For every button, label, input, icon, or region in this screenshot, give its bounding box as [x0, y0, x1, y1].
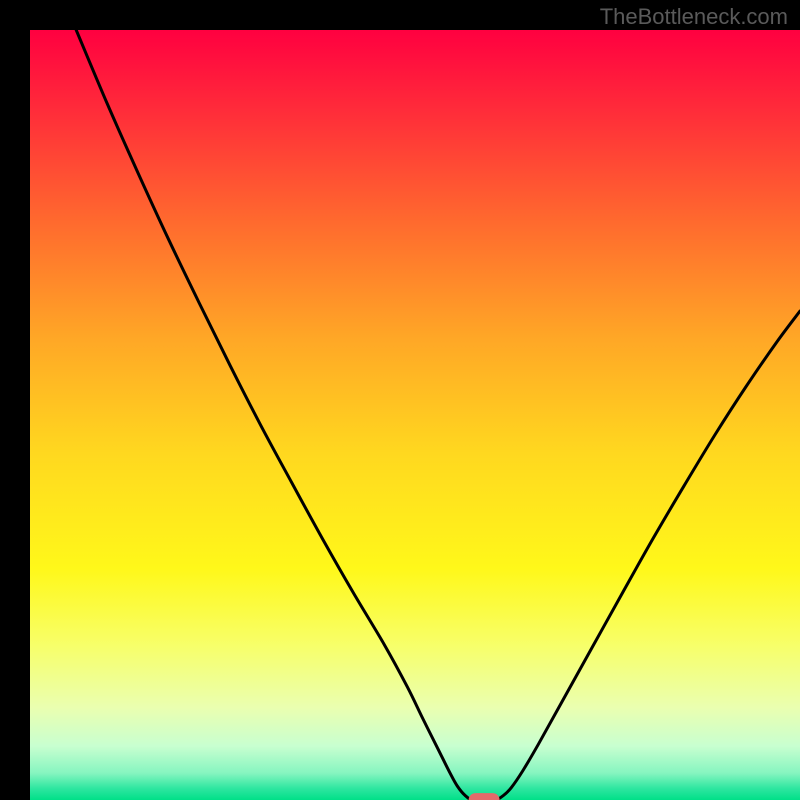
bottleneck-curve — [30, 30, 800, 800]
plot-area — [30, 30, 800, 800]
chart-container: TheBottleneck.com — [0, 0, 800, 800]
plot-wrap — [30, 30, 800, 800]
optimum-marker — [469, 793, 500, 800]
watermark-text: TheBottleneck.com — [600, 4, 788, 30]
